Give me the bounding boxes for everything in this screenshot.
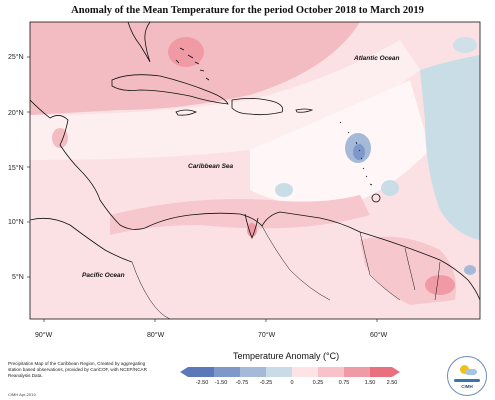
legend-colorbar	[180, 367, 400, 377]
hispaniola-coast	[231, 98, 284, 116]
bahamas-coast	[175, 47, 210, 81]
lon-label-70w: 70°W	[258, 331, 276, 339]
logo-text: CIMH	[461, 384, 473, 389]
pacific-ocean-label: Pacific Ocean	[82, 272, 125, 279]
puerto-rico-coast	[295, 108, 314, 113]
lon-label-60w: 60°W	[370, 331, 388, 339]
trinidad-coast	[371, 193, 381, 203]
warm-patch-yucatan	[52, 128, 68, 148]
legend-tick: -1.50	[214, 380, 228, 386]
legend-title: Temperature Anomaly (°C)	[233, 351, 340, 361]
legend-tick: -0.75	[235, 380, 249, 386]
maracaibo-coast	[244, 213, 259, 240]
warm-zone-north	[30, 22, 360, 115]
cool-patch-east	[381, 180, 399, 196]
legend-swatch-2	[214, 367, 240, 377]
legend-tick: -2.50	[195, 380, 209, 386]
cool-zone-north-atlantic	[453, 37, 477, 53]
legend-ticks: -2.50 -1.50 -0.75 -0.25 0 0.25 0.75 1.50…	[180, 380, 400, 390]
legend-swatch-1	[188, 367, 214, 377]
cloud-icon	[465, 369, 477, 375]
legend-swatch-4	[266, 367, 292, 377]
axis-ticks	[27, 56, 378, 322]
florida-coast	[127, 22, 151, 63]
warm-hotspot-maracaibo	[247, 223, 257, 237]
coastlines	[30, 22, 480, 319]
pacific-coast	[30, 217, 133, 263]
lon-label-90w: 90°W	[35, 331, 53, 339]
lat-label-5n: 5°N	[12, 273, 24, 281]
atlantic-ocean-label: Atlantic Ocean	[353, 55, 400, 62]
lat-label-15n: 15°N	[8, 164, 24, 172]
country-borders	[131, 225, 441, 319]
cool-core-lesser-antilles	[353, 144, 365, 160]
lesser-antilles-coast	[339, 121, 373, 186]
neutral-zone-east	[250, 80, 430, 210]
map-title: Anomaly of the Mean Temperature for the …	[71, 5, 424, 16]
legend-swatch-7	[344, 367, 370, 377]
south-america-coast	[144, 211, 480, 301]
legend-swatch-6	[318, 367, 344, 377]
lat-label-20n: 20°N	[8, 109, 24, 117]
wave-icon	[454, 379, 480, 382]
jamaica-coast	[175, 109, 197, 116]
legend-tick: 0.75	[338, 380, 350, 386]
lon-label-80w: 80°W	[147, 331, 165, 339]
mild-zone-caribbean	[30, 40, 420, 160]
legend-tick: 2.50	[386, 380, 398, 386]
lat-label-25n: 25°N	[8, 53, 24, 61]
lat-label-10n: 10°N	[8, 218, 24, 226]
legend-arrow-left	[180, 367, 188, 377]
cuba-coast	[111, 74, 229, 105]
warm-zone-south	[110, 195, 370, 235]
legend-tick: -0.25	[259, 380, 273, 386]
cimh-logo: CIMH	[447, 356, 487, 396]
warm-hotspot-bahamas	[168, 37, 204, 67]
cool-zone-atlantic	[420, 55, 480, 240]
cool-patch-caribbean	[275, 183, 293, 197]
anomaly-field	[30, 22, 480, 305]
legend-swatch-5	[292, 367, 318, 377]
sun-icon	[460, 365, 469, 374]
footer-description: Precipitation Map of the Caribbean Regio…	[8, 361, 147, 379]
footer-credit: CIMH Apr-2019	[8, 392, 36, 397]
legend-swatch-8	[370, 367, 392, 377]
caribbean-sea-label: Caribbean Sea	[188, 163, 234, 170]
legend-swatch-3	[240, 367, 266, 377]
cool-patch-guiana	[464, 265, 476, 275]
legend-tick: 0.25	[312, 380, 324, 386]
central-america-coast	[30, 99, 146, 230]
legend-arrow-right	[392, 367, 400, 377]
legend-tick: 1.50	[364, 380, 376, 386]
map-frame	[29, 21, 481, 320]
legend-tick: 0	[290, 380, 294, 386]
warm-hotspot-guianas	[425, 275, 455, 295]
